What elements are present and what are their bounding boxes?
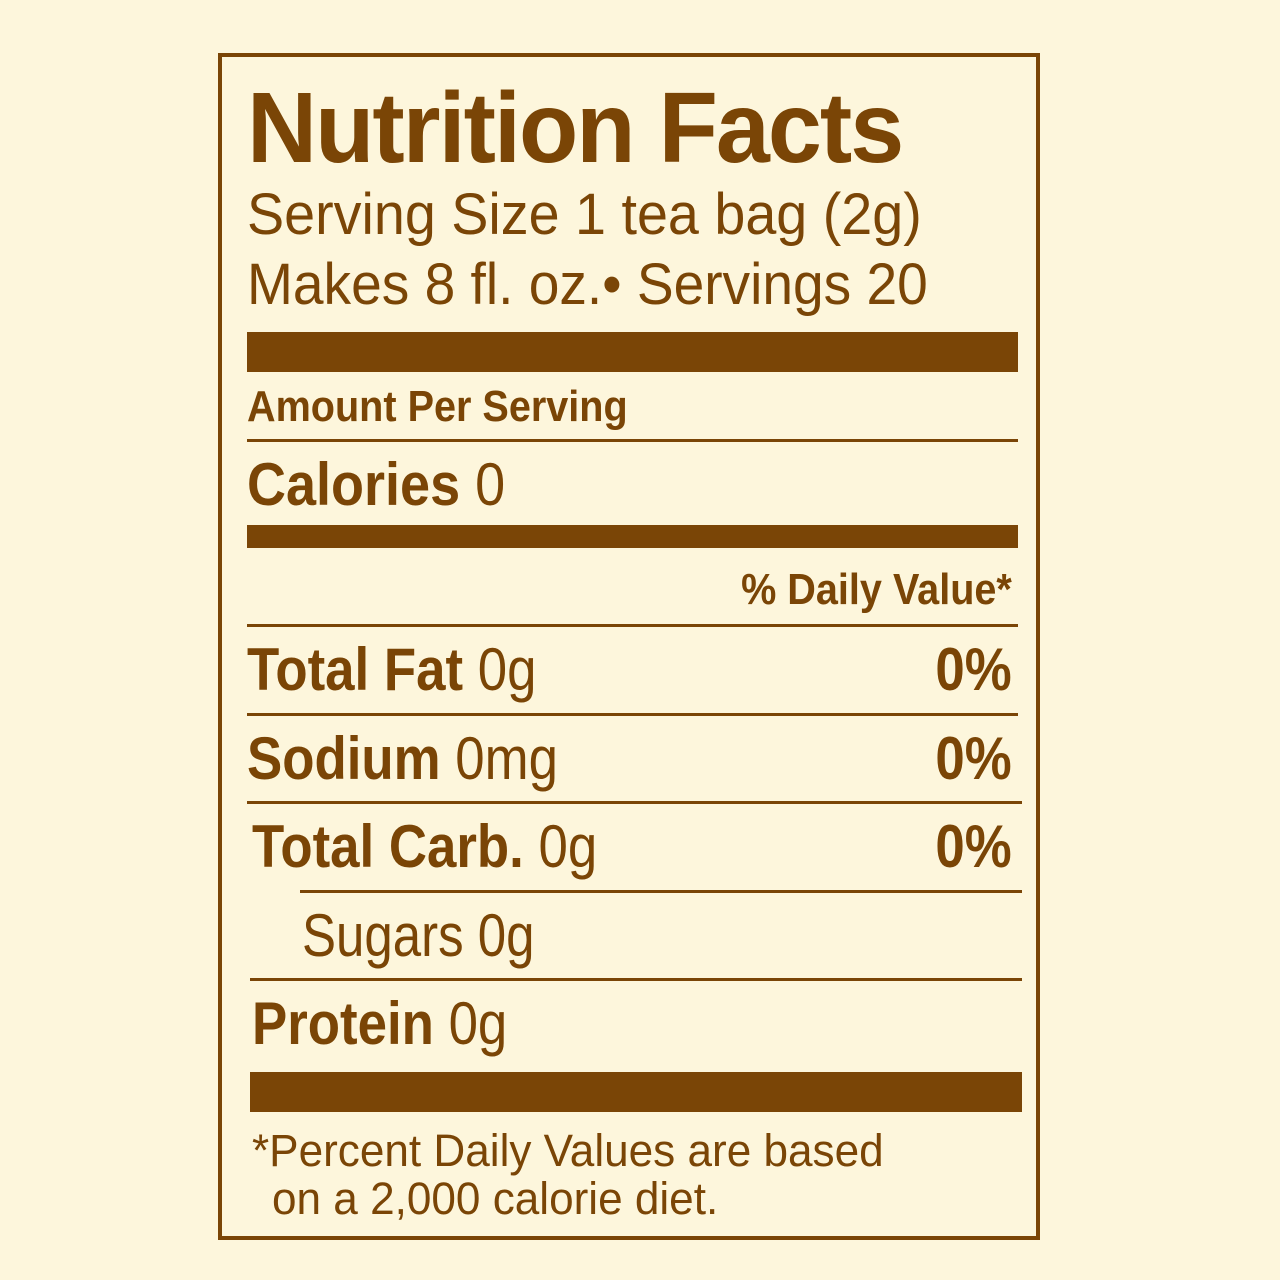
nutrient-row-protein: Protein 0g (252, 994, 507, 1054)
dv-value: 0% (935, 636, 1012, 703)
footnote-line-2: on a 2,000 calorie diet. (272, 1173, 719, 1224)
nutrient-label: Total Carb. (252, 813, 524, 880)
nutrient-amount: 0g (538, 813, 598, 880)
calories-label: Calories (247, 451, 461, 518)
nutrient-amount: 0g (477, 902, 535, 969)
nutrient-dv: 0% (936, 640, 1012, 700)
thick-divider (250, 1072, 1022, 1112)
medium-divider (247, 525, 1018, 548)
divider (300, 890, 1022, 893)
calories-row: Calories 0 (247, 455, 505, 515)
nutrient-dv: 0% (936, 817, 1012, 877)
divider (247, 439, 1018, 442)
calories-value: 0 (475, 451, 506, 518)
dv-value: 0% (935, 813, 1012, 880)
nutrient-amount: 0g (448, 990, 508, 1057)
nutrient-label: Sugars (302, 902, 464, 969)
nutrient-row-sodium: Sodium 0mg (247, 729, 558, 789)
divider (247, 624, 1018, 627)
nutrient-row-sugars: Sugars 0g (302, 906, 535, 966)
daily-value-header: % Daily Value* (741, 565, 1012, 614)
label-title: Nutrition Facts (247, 72, 904, 184)
nutrient-label: Sodium (247, 725, 441, 792)
divider (250, 978, 1022, 981)
nutrient-amount: 0g (477, 636, 537, 703)
thick-divider (247, 332, 1018, 372)
divider (247, 801, 1022, 804)
divider (247, 713, 1018, 716)
dv-value: 0% (935, 725, 1012, 792)
nutrient-amount: 0mg (455, 725, 558, 792)
nutrient-row-total-carb: Total Carb. 0g (252, 817, 597, 877)
nutrient-row-total-fat: Total Fat 0g (247, 640, 536, 700)
serving-size: Serving Size 1 tea bag (2g) (247, 182, 922, 247)
nutrition-label-border (218, 53, 1040, 1240)
nutrient-label: Total Fat (247, 636, 464, 703)
footnote-line-1: *Percent Daily Values are based (252, 1125, 884, 1176)
amount-per-serving: Amount Per Serving (247, 382, 628, 431)
nutrient-label: Protein (252, 990, 434, 1057)
nutrient-dv: 0% (936, 729, 1012, 789)
servings-per-container: Makes 8 fl. oz.• Servings 20 (247, 252, 928, 317)
